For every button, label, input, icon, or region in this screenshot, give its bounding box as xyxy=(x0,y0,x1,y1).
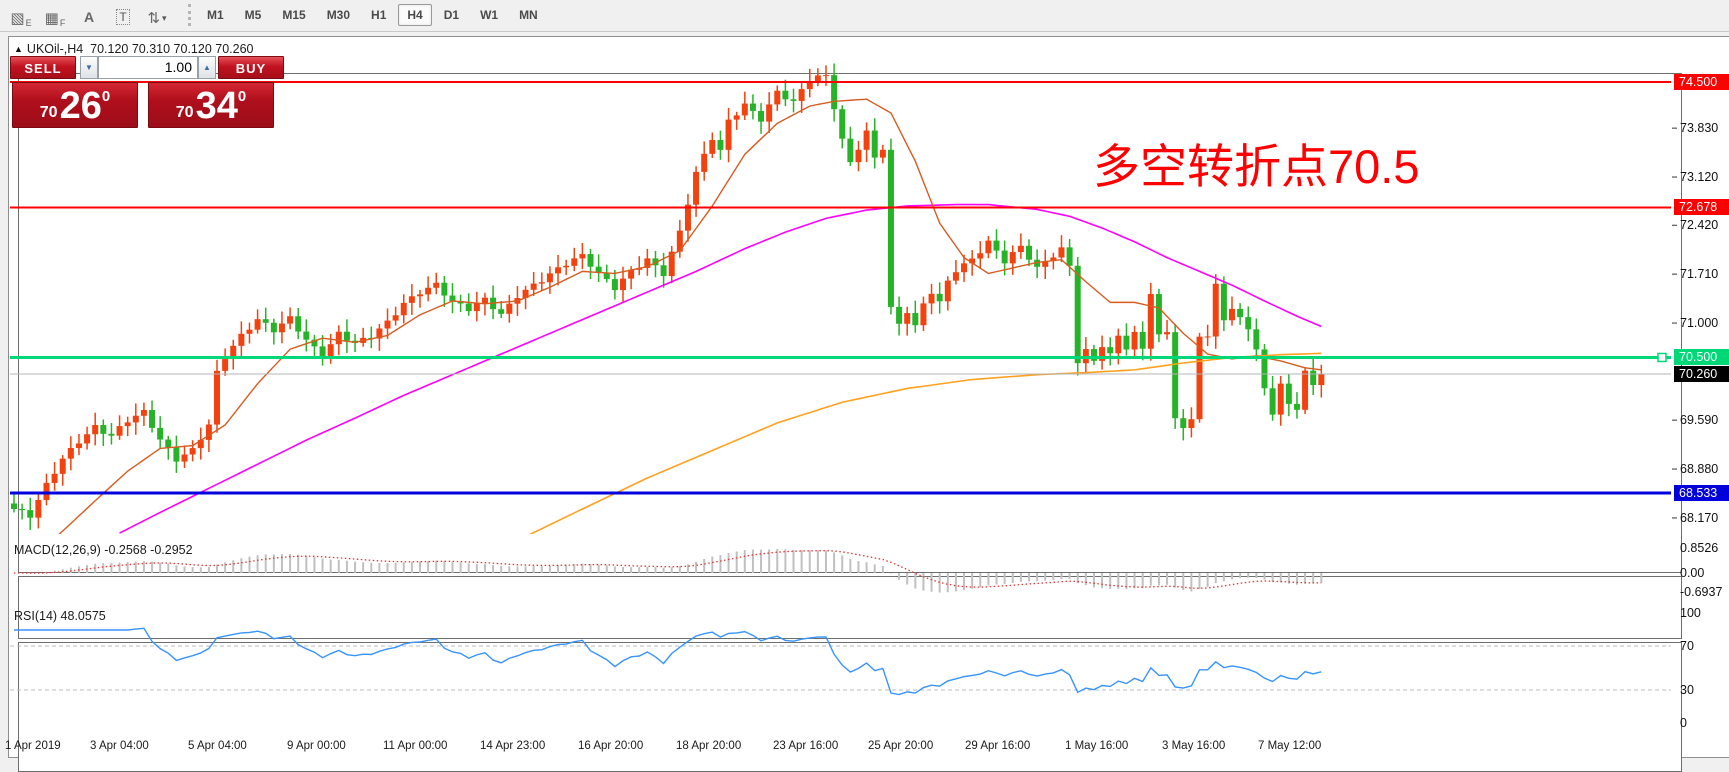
chart-window xyxy=(8,36,1729,772)
price-axis-tick: 68.170 xyxy=(1680,510,1719,525)
macd-axis-label: 0.8526 xyxy=(1680,541,1719,555)
sell-price-pips: 26 xyxy=(59,85,102,127)
price-axis-tick: 73.830 xyxy=(1680,121,1719,136)
timeframe-buttons-group: M1 M5 M15 M30 H1 H4 D1 W1 MN xyxy=(198,3,550,27)
timeframe-button-m5[interactable]: M5 xyxy=(244,8,262,22)
volume-increase-button[interactable]: ▲ xyxy=(198,56,216,79)
price-axis-tick: 69.590 xyxy=(1680,413,1719,428)
buy-price-main: 70 xyxy=(175,104,194,121)
chevron-up-icon: ▲ xyxy=(203,63,211,72)
text-label-icon: A xyxy=(83,9,95,25)
time-axis-label: 11 Apr 00:00 xyxy=(383,740,448,752)
text-label-tool-button[interactable]: A xyxy=(74,2,104,29)
price-axis-tick: 73.120 xyxy=(1680,170,1719,185)
price-tag-70-260: 70.260 xyxy=(1674,366,1729,382)
rsi-panel xyxy=(18,642,1682,772)
text-box-tool-button[interactable]: T xyxy=(108,2,138,29)
time-axis-label: 29 Apr 16:00 xyxy=(965,740,1031,752)
symbol-name: UKOil-,H4 xyxy=(26,42,84,56)
rsi-axis-label: 30 xyxy=(1680,683,1694,697)
toolbar-separator xyxy=(188,4,194,26)
price-tag-68-533: 68.533 xyxy=(1674,484,1729,501)
rsi-axis-label: 70 xyxy=(1680,639,1694,653)
buy-price-pips: 34 xyxy=(195,85,238,127)
price-axis-tick: 71.710 xyxy=(1680,267,1719,282)
shapes-tool-icon: ⇅ xyxy=(147,10,161,27)
indicators-tool-button[interactable]: ▧ E xyxy=(6,2,36,29)
timeframe-button-w1[interactable]: W1 xyxy=(480,8,499,22)
timeframe-button-m15[interactable]: M15 xyxy=(282,8,306,22)
sell-price-display[interactable]: 70 26 0 xyxy=(12,82,138,128)
time-axis-label: 16 Apr 20:00 xyxy=(578,740,644,752)
macd-axis-label: -0.6937 xyxy=(1680,585,1723,599)
time-axis-label: 3 May 16:00 xyxy=(1162,740,1226,752)
rsi-axis-label: 0 xyxy=(1680,716,1687,730)
sell-button[interactable]: SELL xyxy=(10,56,76,79)
time-axis-label: 7 May 12:00 xyxy=(1258,740,1322,752)
price-axis-tick: 72.420 xyxy=(1680,218,1719,233)
indicators-tool-icon: ▧ xyxy=(10,10,25,27)
time-axis-label: 1 May 16:00 xyxy=(1065,740,1129,752)
price-axis-tick: 71.000 xyxy=(1680,316,1719,331)
time-axis-label: 3 Apr 04:00 xyxy=(90,740,149,752)
grid-tool-icon: ▦ xyxy=(44,10,59,27)
one-click-trade-panel: SELL ▼ 1.00 ▲ BUY 70 26 0 70 34 0 xyxy=(10,56,284,130)
grid-tool-sub-label: F xyxy=(59,18,66,28)
sell-price-main: 70 xyxy=(39,104,58,121)
timeframe-button-m1[interactable]: M1 xyxy=(207,8,224,22)
shapes-tool-caret-icon: ▾ xyxy=(162,13,167,23)
price-tag-72-678: 72.678 xyxy=(1674,199,1729,216)
time-axis-label: 1 Apr 2019 xyxy=(5,740,61,752)
timeframe-button-h1[interactable]: H1 xyxy=(371,8,387,22)
expand-arrow-icon[interactable]: ▲ xyxy=(14,44,23,54)
shapes-tool-button[interactable]: ⇅ ▾ xyxy=(142,2,172,29)
ohlc-values: 70.120 70.310 70.120 70.260 xyxy=(90,42,254,56)
price-axis-tick: 68.880 xyxy=(1680,462,1719,477)
indicators-tool-sub-label: E xyxy=(25,18,32,28)
price-tag-70-500: 70.500 xyxy=(1674,349,1729,366)
sell-price-point: 0 xyxy=(101,88,111,105)
timeframe-button-d1[interactable]: D1 xyxy=(443,8,460,22)
buy-price-point: 0 xyxy=(237,88,247,105)
top-toolbar: ▧ E ▦ F A T ⇅ ▾ M1 M5 M15 M30 H1 H4 D1 W1 MN xyxy=(0,0,1729,32)
volume-decrease-button[interactable]: ▼ xyxy=(80,56,98,79)
chart-annotation-text: 多空转折点70.5 xyxy=(1093,140,1420,193)
text-box-icon: T xyxy=(116,9,130,25)
volume-input[interactable]: 1.00 xyxy=(98,56,198,79)
timeframe-button-mn[interactable]: MN xyxy=(519,8,538,22)
macd-indicator-label: MACD(12,26,9) -0.2568 -0.2952 xyxy=(14,543,193,557)
time-axis-label: 5 Apr 04:00 xyxy=(188,740,247,752)
drawing-tools-group: ▧ E ▦ F A T ⇅ ▾ xyxy=(6,2,176,29)
chevron-down-icon: ▼ xyxy=(85,63,93,72)
main-chart-panel xyxy=(18,73,1682,573)
rsi-indicator-label: RSI(14) 48.0575 xyxy=(14,609,106,623)
macd-panel xyxy=(18,576,1682,639)
time-axis-label: 14 Apr 23:00 xyxy=(480,740,546,752)
macd-axis-label: 0.00 xyxy=(1680,566,1705,580)
buy-price-display[interactable]: 70 34 0 xyxy=(148,82,274,128)
price-tag-74-500: 74.500 xyxy=(1674,74,1729,90)
time-axis-label: 23 Apr 16:00 xyxy=(773,740,839,752)
time-axis-label: 9 Apr 00:00 xyxy=(287,740,346,752)
timeframe-button-h4[interactable]: H4 xyxy=(398,4,432,26)
chart-title: ▲ UKOil-,H4 70.120 70.310 70.120 70.260 xyxy=(14,42,254,56)
grid-tool-button[interactable]: ▦ F xyxy=(40,2,70,29)
timeframe-button-m30[interactable]: M30 xyxy=(326,8,351,22)
time-axis-label: 25 Apr 20:00 xyxy=(868,740,934,752)
rsi-axis-label: 100 xyxy=(1680,606,1701,620)
time-axis-label: 18 Apr 20:00 xyxy=(676,740,742,752)
buy-button[interactable]: BUY xyxy=(218,56,284,79)
